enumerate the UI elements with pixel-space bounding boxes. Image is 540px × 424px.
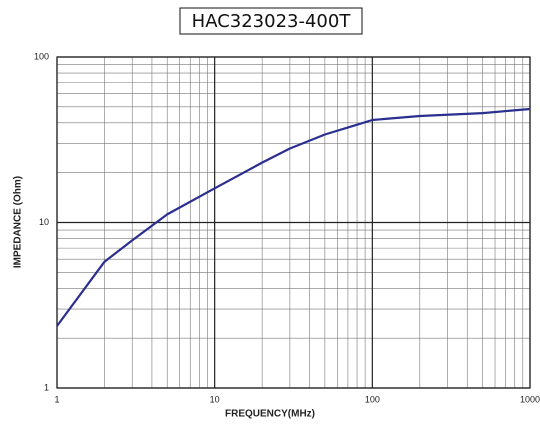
plot-frame xyxy=(56,56,531,389)
title-box xyxy=(179,7,363,35)
x-axis-label: FREQUENCY(MHz) xyxy=(225,409,315,420)
x-tick-label: 10 xyxy=(210,394,220,404)
y-tick-label: 1 xyxy=(44,382,49,392)
data-line xyxy=(56,107,531,327)
y-tick-label: 10 xyxy=(39,217,49,227)
x-tick-label: 1000 xyxy=(520,394,540,404)
x-tick-label: 100 xyxy=(365,394,380,404)
chart-title: HAC323023-400T xyxy=(192,11,352,32)
x-tick-label: 1 xyxy=(54,394,59,404)
y-tick-label: 100 xyxy=(34,51,49,61)
y-axis-label: IMPEDANCE (Ohm) xyxy=(13,176,24,268)
